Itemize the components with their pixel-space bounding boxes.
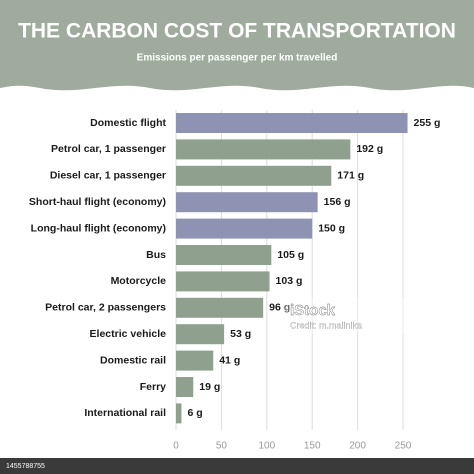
bar: [176, 165, 332, 186]
bar: [176, 113, 408, 133]
category-label: Short-haul flight (economy): [29, 196, 166, 208]
value-label: 150 g: [318, 222, 345, 234]
category-label: Domestic flight: [90, 117, 166, 129]
chart-subtitle: Emissions per passenger per km travelled: [137, 53, 338, 64]
watermark: iStock: [290, 302, 336, 319]
value-label: 6 g: [187, 407, 202, 419]
bar: [176, 350, 214, 371]
category-label: Domestic rail: [100, 354, 166, 366]
header-band: [0, 0, 474, 91]
image-id: 1455788755: [6, 463, 45, 470]
category-label: Bus: [146, 249, 166, 261]
bar: [176, 297, 264, 318]
value-label: 192 g: [356, 143, 383, 155]
value-label: 96 g: [269, 302, 290, 314]
bar: [176, 403, 182, 424]
x-tick-label: 200: [349, 441, 366, 452]
bar: [176, 377, 194, 397]
x-tick-label: 50: [216, 441, 228, 452]
value-label: 19 g: [199, 381, 220, 393]
bar: [176, 271, 270, 292]
credit: Credit: m.malinika: [290, 320, 362, 330]
category-label: Ferry: [140, 381, 166, 393]
chart-title: THE CARBON COST OF TRANSPORTATION: [18, 20, 456, 43]
value-label: 103 g: [276, 275, 303, 287]
category-label: Motorcycle: [111, 275, 167, 287]
footer-strip: [0, 458, 474, 474]
category-label: Petrol car, 1 passenger: [51, 143, 166, 155]
bar: [176, 245, 272, 265]
x-tick-label: 0: [173, 441, 179, 452]
value-label: 105 g: [277, 249, 304, 261]
x-tick-label: 150: [304, 441, 321, 452]
category-label: International rail: [84, 407, 166, 419]
value-label: 255 g: [414, 117, 441, 129]
value-label: 156 g: [324, 196, 351, 208]
bar: [176, 324, 225, 345]
category-label: Long-haul flight (economy): [31, 222, 166, 234]
category-label: Petrol car, 2 passengers: [45, 302, 166, 314]
bar: [176, 218, 313, 239]
value-label: 53 g: [230, 328, 251, 340]
bar: [176, 192, 318, 213]
x-tick-label: 250: [395, 441, 412, 452]
value-label: 41 g: [219, 354, 240, 366]
category-label: Diesel car, 1 passenger: [50, 170, 166, 182]
watermark-box: [284, 298, 474, 334]
bar: [176, 139, 351, 160]
x-tick-label: 100: [258, 441, 275, 452]
category-label: Electric vehicle: [90, 328, 167, 340]
value-label: 171 g: [337, 170, 364, 182]
